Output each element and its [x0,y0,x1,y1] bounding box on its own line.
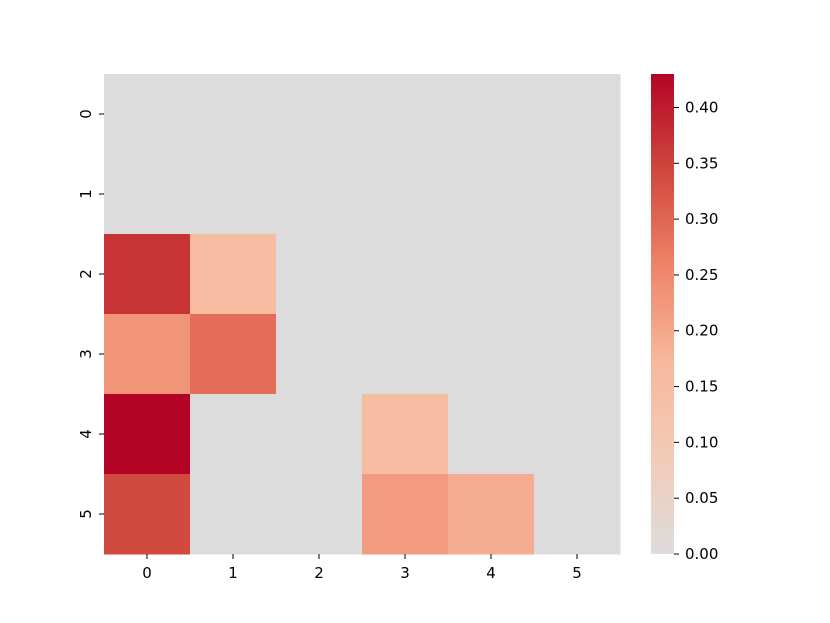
y-tick-label: 1 [77,189,95,199]
y-axis-ticks: 0 1 2 3 4 5 [77,109,104,519]
colorbar-tick-label: 0.15 [685,378,718,396]
heatmap-cell [534,234,621,315]
heatmap-cell [534,474,621,555]
colorbar [651,74,674,554]
heatmap-cell [190,474,277,555]
colorbar-tick-label: 0.25 [685,266,718,284]
heatmap-cell [104,74,191,155]
heatmap-cell [362,314,449,395]
heatmap-cell [534,74,621,155]
colorbar-tick-label: 0.30 [685,210,718,228]
heatmap-cell [276,74,363,155]
y-tick-label: 2 [77,269,95,279]
heatmap-cell [276,394,363,475]
x-tick-label: 4 [486,564,496,582]
heatmap-cell [362,234,449,315]
colorbar-tick-label: 0.20 [685,322,718,340]
x-tick-label: 5 [572,564,582,582]
y-tick-label: 4 [77,429,95,439]
heatmap-cell [190,74,277,155]
heatmap-cell [534,314,621,395]
heatmap-cell [362,74,449,155]
heatmap-cell [362,474,449,555]
colorbar-tick-label: 0.40 [685,98,718,116]
heatmap-cell [104,394,191,475]
colorbar-tick-label: 0.05 [685,489,718,507]
heatmap-cell [190,154,277,235]
heatmap-cell [276,314,363,395]
heatmap-cell [534,154,621,235]
heatmap-cell [362,154,449,235]
colorbar-tick-label: 0.35 [685,154,718,172]
heatmap-cells [104,74,621,555]
colorbar-tick-label: 0.00 [685,545,718,563]
heatmap-cell [190,314,277,395]
heatmap-cell [276,234,363,315]
heatmap-cell [276,474,363,555]
colorbar-tick-label: 0.10 [685,433,718,451]
x-tick-label: 0 [142,564,152,582]
heatmap-cell [534,394,621,475]
x-tick-label: 2 [314,564,324,582]
y-tick-label: 0 [77,109,95,119]
x-tick-label: 1 [228,564,238,582]
heatmap-cell [448,394,535,475]
colorbar-ticks: 0.00 0.05 0.10 0.15 0.20 0.25 0.30 0.35 0.40 [674,98,718,563]
heatmap-cell [104,314,191,395]
x-axis-ticks: 0 1 2 3 4 5 [142,554,582,582]
heatmap-cell [104,234,191,315]
heatmap-cell [104,474,191,555]
x-tick-label: 3 [400,564,410,582]
heatmap-cell [448,74,535,155]
heatmap-cell [104,154,191,235]
heatmap-cell [190,234,277,315]
heatmap-cell [362,394,449,475]
heatmap-cell [448,314,535,395]
heatmap-cell [448,154,535,235]
heatmap-cell [190,394,277,475]
heatmap-cell [448,234,535,315]
y-tick-label: 5 [77,509,95,519]
y-tick-label: 3 [77,349,95,359]
heatmap-cell [276,154,363,235]
heatmap-cell [448,474,535,555]
